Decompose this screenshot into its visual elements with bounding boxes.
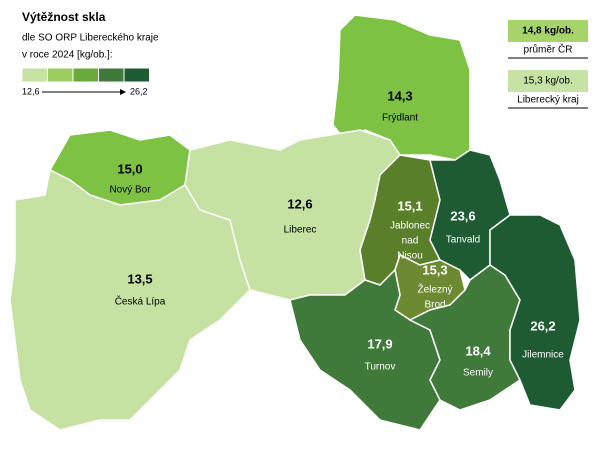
legend-swatch	[21, 67, 48, 83]
region-name: Turnov	[365, 362, 396, 373]
legend-swatch	[123, 67, 150, 83]
region-name: Česká Lípa	[115, 295, 166, 308]
region-name: Brod	[424, 300, 445, 311]
region-value: 17,9	[367, 336, 392, 351]
title: Výtěžnost skla	[22, 10, 106, 24]
region-value: 15,3	[422, 262, 447, 277]
legend-swatch	[98, 67, 125, 83]
subtitle: v roce 2024 [kg/ob.]:	[22, 50, 113, 61]
region-name: Nový Bor	[109, 185, 151, 196]
region-value: 15,0	[117, 161, 142, 176]
reference-name: průměr ČR	[524, 43, 573, 56]
region-value: 26,2	[530, 318, 555, 333]
reference-value: 15,3 kg/ob.	[523, 76, 572, 87]
region-name: Liberec	[284, 225, 317, 236]
region-name: Nisou	[397, 251, 423, 262]
reference-box	[508, 70, 588, 92]
legend-min: 12,6	[22, 86, 40, 96]
region-name: Tanvald	[446, 235, 480, 246]
regions	[9, 14, 581, 431]
reference-name: Liberecký kraj	[517, 95, 579, 106]
region-value: 18,4	[465, 343, 491, 358]
region	[489, 214, 581, 411]
region-name: Frýdlant	[382, 113, 418, 124]
region	[9, 168, 251, 431]
reference-box	[508, 20, 588, 42]
legend-arrow-head	[120, 89, 126, 95]
region-name: Semily	[463, 368, 493, 379]
region-name: Železný	[417, 283, 452, 296]
region-name: Jablonec	[390, 221, 430, 232]
legend-swatch	[72, 67, 99, 83]
subtitle: dle SO ORP Libereckého kraje	[22, 33, 159, 44]
region-name: nad	[402, 236, 419, 247]
legend-max: 26,2	[130, 86, 148, 96]
reference-value: 14,8 kg/ob.	[522, 26, 574, 37]
legend-swatch	[47, 67, 74, 83]
region	[332, 14, 471, 161]
region-value: 12,6	[287, 196, 312, 211]
region-name: Jilemnice	[522, 350, 564, 361]
region-value: 15,1	[397, 198, 422, 213]
region-value: 23,6	[450, 208, 475, 223]
region-value: 13,5	[127, 271, 152, 286]
region-value: 14,3	[387, 88, 412, 103]
